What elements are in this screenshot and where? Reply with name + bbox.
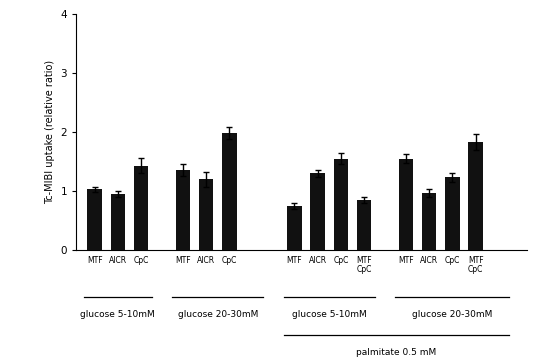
Text: glucose 20-30mM: glucose 20-30mM (412, 310, 493, 319)
Bar (176, 170, 190, 250)
Bar (134, 166, 148, 250)
Text: palmitate 0.5 mM: palmitate 0.5 mM (357, 348, 437, 357)
Bar (469, 142, 483, 250)
Bar (287, 206, 301, 250)
Bar (445, 177, 459, 250)
Bar (199, 179, 213, 250)
Y-axis label: Tc-MIBI uptake (relative ratio): Tc-MIBI uptake (relative ratio) (45, 60, 55, 204)
Text: glucose 5-10mM: glucose 5-10mM (292, 310, 367, 319)
Bar (111, 194, 125, 250)
Bar (222, 133, 237, 250)
Bar (422, 193, 437, 250)
Bar (357, 200, 371, 250)
Text: glucose 5-10mM: glucose 5-10mM (80, 310, 155, 319)
Bar (311, 173, 325, 250)
Bar (399, 159, 413, 250)
Text: glucose 20-30mM: glucose 20-30mM (178, 310, 258, 319)
Bar (333, 159, 348, 250)
Bar (87, 189, 102, 250)
